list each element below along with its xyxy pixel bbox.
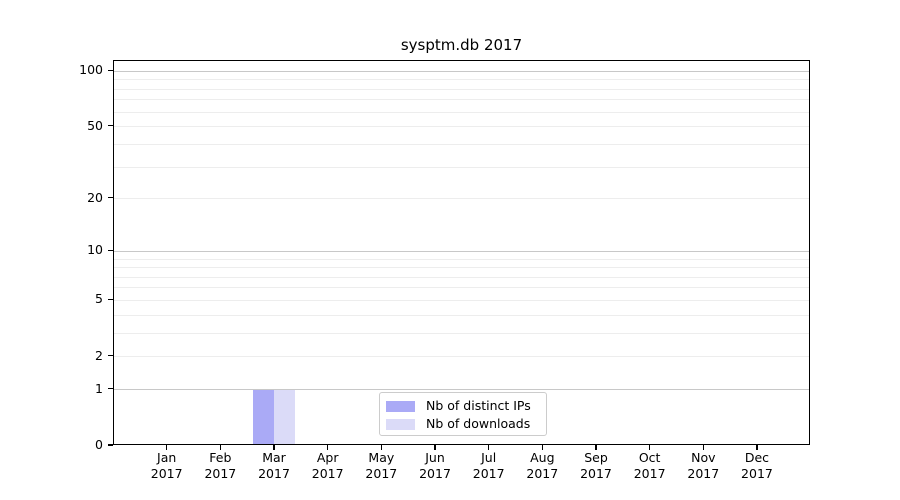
y-tick-label: 100 xyxy=(79,62,103,78)
major-gridline xyxy=(114,389,809,391)
bar-mar-series1 xyxy=(273,389,295,444)
x-tick-year: 2017 xyxy=(580,465,612,481)
x-tick-year: 2017 xyxy=(526,465,559,481)
y-tick-label: 2 xyxy=(95,347,103,363)
x-tick-month: Mar xyxy=(262,450,286,465)
x-tick-mark xyxy=(434,445,436,450)
x-tick-month: Dec xyxy=(744,450,770,465)
y-tick-mark xyxy=(107,355,113,357)
x-tick-month: Aug xyxy=(530,450,555,465)
x-tick-year: 2017 xyxy=(204,465,237,481)
minor-gridline xyxy=(114,276,809,278)
x-tick-year: 2017 xyxy=(258,465,290,481)
y-tick-mark xyxy=(107,125,113,127)
x-tick-year: 2017 xyxy=(365,465,398,481)
x-tick-label: Nov 2017 xyxy=(675,450,731,481)
y-tick-label: 1 xyxy=(95,380,103,396)
x-tick-year: 2017 xyxy=(419,465,451,481)
x-tick-month: Oct xyxy=(638,450,661,465)
y-tick-mark xyxy=(107,249,113,251)
x-tick-label: Feb 2017 xyxy=(192,450,248,481)
x-tick-month: Apr xyxy=(316,450,339,465)
minor-gridline xyxy=(114,287,809,289)
legend-swatch xyxy=(386,418,415,430)
x-tick-year: 2017 xyxy=(311,465,344,481)
x-tick-mark xyxy=(488,445,490,450)
y-tick-mark xyxy=(107,69,113,71)
major-gridline xyxy=(114,250,809,252)
y-tick-mark xyxy=(107,444,113,446)
x-tick-month: Nov xyxy=(691,450,716,465)
minor-gridline xyxy=(114,258,809,260)
x-tick-label: Dec 2017 xyxy=(729,450,785,481)
y-tick-label: 0 xyxy=(95,437,103,452)
x-tick-mark xyxy=(380,445,382,450)
x-tick-mark xyxy=(756,445,758,450)
x-tick-month: Jul xyxy=(481,450,497,465)
x-tick-mark xyxy=(219,445,221,450)
legend-swatch xyxy=(386,400,415,412)
x-tick-mark xyxy=(273,445,275,450)
x-tick-year: 2017 xyxy=(741,465,773,481)
bar-mar-series0 xyxy=(252,389,274,444)
x-tick-month: Jun xyxy=(425,450,445,465)
y-tick-label: 20 xyxy=(87,189,103,205)
minor-gridline xyxy=(114,126,809,128)
legend-item: Nb of downloads xyxy=(386,415,546,433)
minor-gridline xyxy=(114,198,809,200)
y-tick-mark xyxy=(107,388,113,390)
x-tick-year: 2017 xyxy=(150,465,183,481)
x-tick-month: Sep xyxy=(584,450,608,465)
x-tick-year: 2017 xyxy=(472,465,505,481)
x-tick-label: Aug 2017 xyxy=(514,450,570,481)
x-tick-label: Sep 2017 xyxy=(568,450,624,481)
y-tick-mark xyxy=(107,298,113,301)
x-tick-mark xyxy=(648,445,651,450)
x-tick-mark xyxy=(541,445,543,450)
y-tick-label: 5 xyxy=(95,291,103,307)
x-tick-year: 2017 xyxy=(687,465,720,481)
x-tick-label: Jul 2017 xyxy=(461,450,517,481)
x-tick-label: Oct 2017 xyxy=(622,450,678,481)
minor-gridline xyxy=(114,166,809,168)
plot-area: Nb of distinct IPs Nb of downloads xyxy=(113,60,810,445)
x-tick-month: May xyxy=(368,450,395,465)
minor-gridline xyxy=(114,143,809,145)
minor-gridline xyxy=(114,314,809,316)
legend-label: Nb of downloads xyxy=(426,416,531,431)
minor-gridline xyxy=(114,332,809,334)
chart-title: sysptm.db 2017 xyxy=(400,36,523,54)
legend: Nb of distinct IPs Nb of downloads xyxy=(379,392,547,436)
minor-gridline xyxy=(114,299,809,301)
x-tick-label: Jun 2017 xyxy=(407,450,463,481)
x-tick-label: Jan 2017 xyxy=(139,450,195,481)
x-tick-mark xyxy=(595,445,597,450)
x-tick-year: 2017 xyxy=(633,465,666,481)
x-tick-month: Jan xyxy=(157,450,177,465)
y-tick-label: 50 xyxy=(87,117,103,133)
major-gridline xyxy=(114,70,809,72)
minor-gridline xyxy=(114,79,809,81)
legend-item: Nb of distinct IPs xyxy=(386,397,546,415)
x-tick-month: Feb xyxy=(209,450,232,465)
minor-gridline xyxy=(114,88,809,90)
minor-gridline xyxy=(114,111,809,113)
y-tick-mark xyxy=(107,197,113,199)
legend-label: Nb of distinct IPs xyxy=(426,398,531,413)
y-tick-label: 10 xyxy=(87,242,103,258)
minor-gridline xyxy=(114,99,809,101)
x-tick-label: Apr 2017 xyxy=(300,450,356,481)
x-tick-label: May 2017 xyxy=(353,450,409,481)
x-tick-mark xyxy=(166,445,168,450)
x-tick-mark xyxy=(702,445,704,450)
minor-gridline xyxy=(114,356,809,358)
x-tick-mark xyxy=(327,445,329,450)
minor-gridline xyxy=(114,267,809,269)
x-tick-label: Mar 2017 xyxy=(246,450,302,481)
